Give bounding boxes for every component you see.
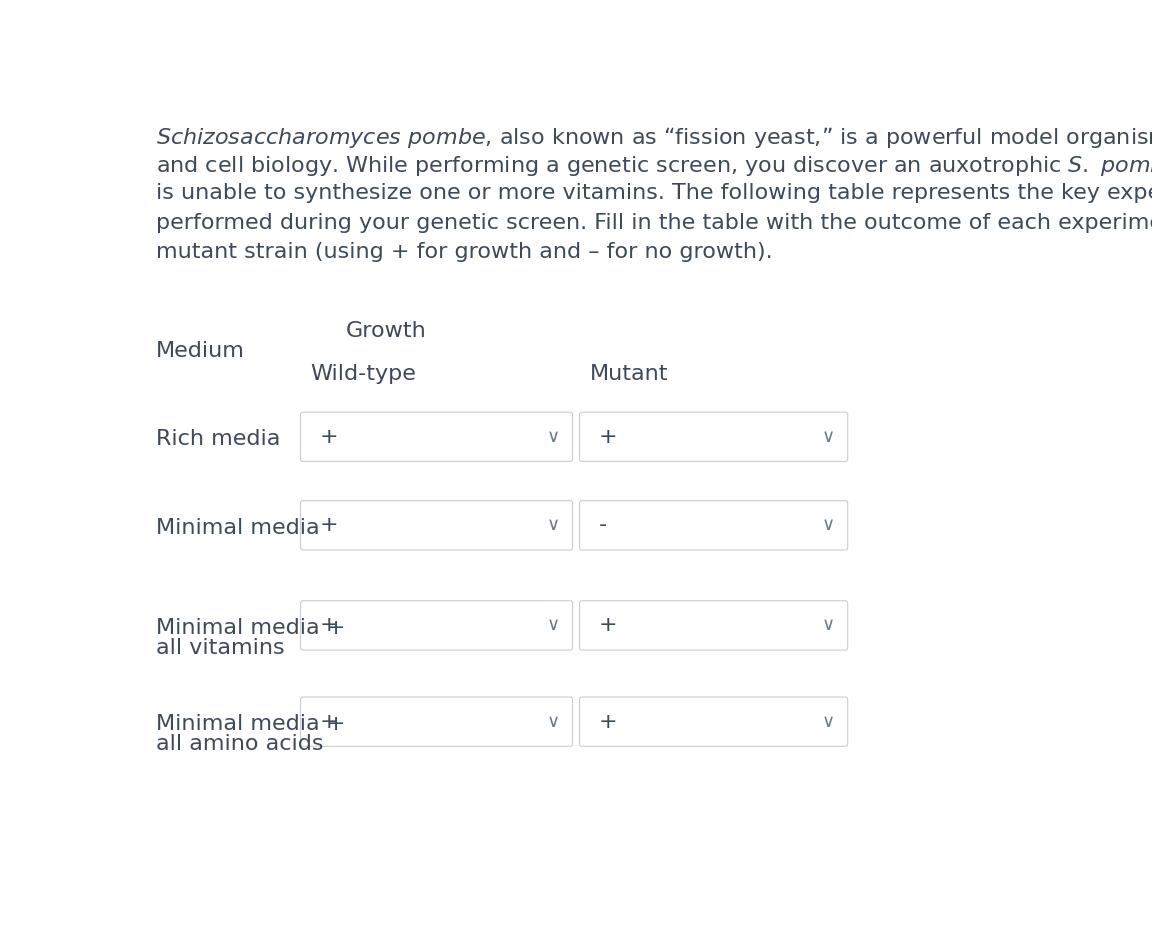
FancyBboxPatch shape bbox=[301, 601, 573, 651]
Text: ∨: ∨ bbox=[821, 713, 835, 731]
FancyBboxPatch shape bbox=[301, 697, 573, 747]
Text: all amino acids: all amino acids bbox=[156, 734, 323, 754]
Text: ∨: ∨ bbox=[547, 516, 560, 534]
Text: ∨: ∨ bbox=[547, 713, 560, 731]
FancyBboxPatch shape bbox=[301, 500, 573, 550]
Text: Minimal media +: Minimal media + bbox=[156, 714, 344, 734]
Text: ∨: ∨ bbox=[821, 428, 835, 445]
FancyBboxPatch shape bbox=[579, 601, 848, 651]
Text: +: + bbox=[599, 427, 617, 446]
Text: Rich media: Rich media bbox=[156, 429, 280, 449]
Text: all vitamins: all vitamins bbox=[156, 637, 285, 658]
Text: is unable to synthesize one or more vitamins. The following table represents the: is unable to synthesize one or more vita… bbox=[156, 184, 1152, 203]
Text: +: + bbox=[320, 615, 339, 636]
Text: +: + bbox=[320, 712, 339, 732]
Text: -: - bbox=[599, 515, 607, 535]
Text: performed during your genetic screen. Fill in the table with the outcome of each: performed during your genetic screen. Fi… bbox=[156, 212, 1152, 233]
Text: Minimal media +: Minimal media + bbox=[156, 618, 344, 637]
Text: ∨: ∨ bbox=[821, 516, 835, 534]
FancyBboxPatch shape bbox=[579, 697, 848, 747]
Text: mutant strain (using + for growth and – for no growth).: mutant strain (using + for growth and – … bbox=[156, 242, 772, 262]
Text: $\mathit{Schizosaccharomyces\ pombe}$, also known as “fission yeast,” is a power: $\mathit{Schizosaccharomyces\ pombe}$, a… bbox=[156, 125, 1152, 150]
Text: and cell biology. While performing a genetic screen, you discover an auxotrophic: and cell biology. While performing a gen… bbox=[156, 154, 1152, 178]
Text: ∨: ∨ bbox=[821, 616, 835, 635]
Text: Minimal media: Minimal media bbox=[156, 517, 319, 538]
Text: +: + bbox=[320, 427, 339, 446]
Text: Wild-type: Wild-type bbox=[311, 363, 417, 384]
Text: Medium: Medium bbox=[156, 340, 244, 361]
Text: +: + bbox=[320, 515, 339, 535]
FancyBboxPatch shape bbox=[301, 412, 573, 461]
FancyBboxPatch shape bbox=[579, 412, 848, 461]
Text: Mutant: Mutant bbox=[590, 363, 668, 384]
Text: +: + bbox=[599, 615, 617, 636]
Text: ∨: ∨ bbox=[547, 428, 560, 445]
Text: +: + bbox=[599, 712, 617, 732]
Text: ∨: ∨ bbox=[547, 616, 560, 635]
Text: Growth: Growth bbox=[346, 322, 426, 341]
FancyBboxPatch shape bbox=[579, 500, 848, 550]
